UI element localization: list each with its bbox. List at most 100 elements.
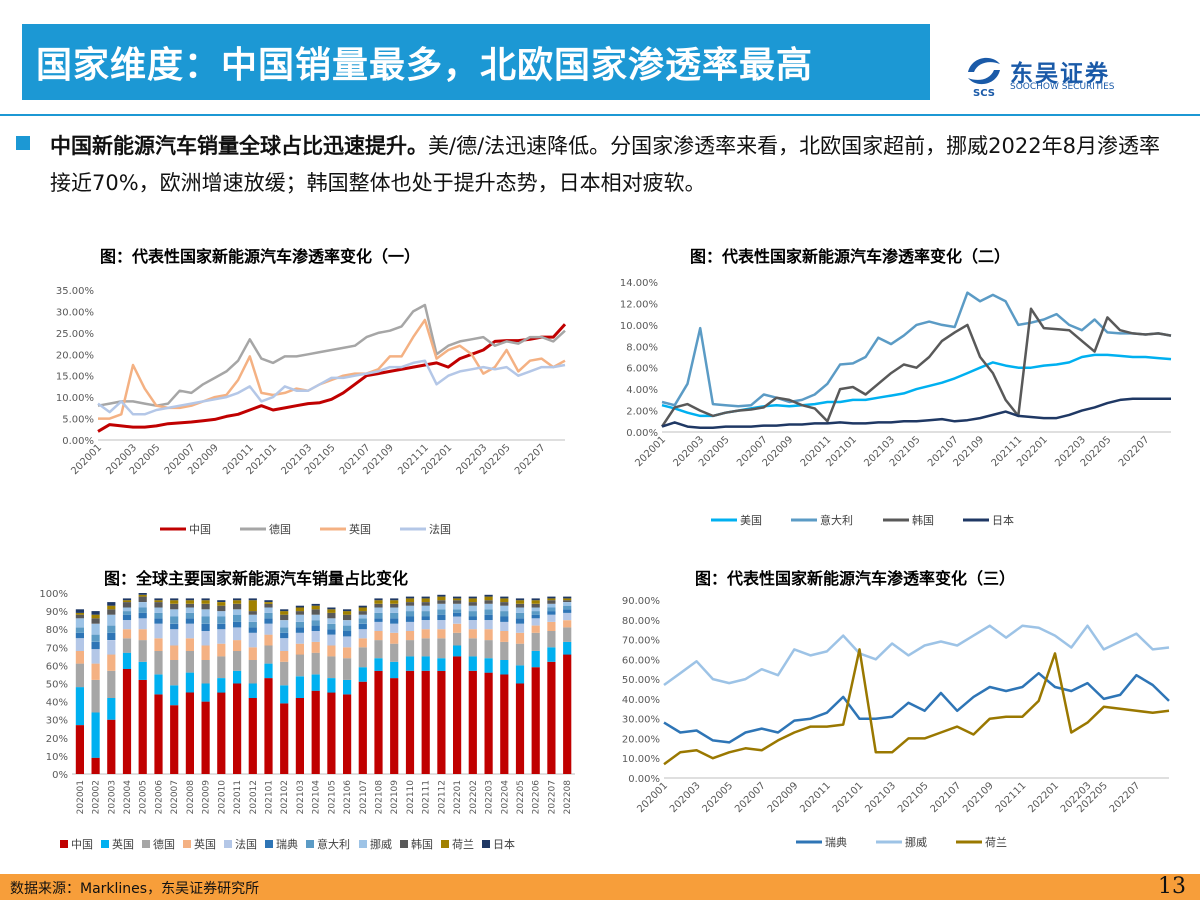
bar-segment-5 xyxy=(311,631,320,642)
bar-segment-10 xyxy=(154,600,163,602)
bar-segment-8 xyxy=(484,603,493,610)
bar-segment-10 xyxy=(563,598,572,601)
bar-segment-6 xyxy=(248,627,257,633)
chart-penetration-3: 0.00% 10.00% 20.00% 30.00% 40.00% 50.00% 60.00… xyxy=(622,596,1170,849)
bar-segment-5 xyxy=(264,623,273,635)
legend-swatch xyxy=(142,840,150,848)
x-tick-label: 202106 xyxy=(343,780,353,815)
logo-icon: SCS xyxy=(968,57,1000,98)
bar-segment-3 xyxy=(563,627,572,642)
bar-segment-3 xyxy=(500,641,509,660)
bar-segment-1 xyxy=(421,670,430,774)
bar-segment-5 xyxy=(547,614,556,622)
y-tick-label: 50.00% xyxy=(622,675,660,686)
bar-segment-11 xyxy=(91,611,100,615)
x-tick-label: 202111 xyxy=(422,780,432,814)
bar-segment-5 xyxy=(280,638,289,651)
bar-segment-7 xyxy=(421,611,430,617)
bar-segment-9 xyxy=(201,603,210,610)
legend-label: 意大利 xyxy=(820,513,853,527)
bar-segment-4 xyxy=(138,629,147,641)
x-tick-label: 202207 xyxy=(1108,780,1143,815)
bar-segment-9 xyxy=(107,609,116,615)
bar-segment-10 xyxy=(185,600,194,604)
bar-segment-10 xyxy=(311,605,320,610)
bar-segment-3 xyxy=(201,660,210,684)
bar-segment-8 xyxy=(405,605,415,612)
bar-segment-11 xyxy=(358,605,367,608)
bar-segment-10 xyxy=(138,594,147,597)
bar-segment-9 xyxy=(91,618,100,624)
x-tick-label: 202207 xyxy=(513,442,548,477)
bar-segment-3 xyxy=(280,661,289,686)
bar-segment-3 xyxy=(295,654,304,677)
bar-segment-3 xyxy=(437,638,446,659)
chart-penetration-2: 0.00% 2.00% 4.00% 6.00% 8.00% 10.00% 12.00% 14.… xyxy=(620,278,1172,527)
bar-segment-4 xyxy=(563,620,572,628)
bar-segment-3 xyxy=(107,670,116,698)
x-tick-label: 202009 xyxy=(766,780,801,815)
bar-segment-6 xyxy=(217,623,226,630)
y-tick-label: 6.00% xyxy=(626,364,658,375)
bar-segment-11 xyxy=(374,598,383,601)
bar-segment-2 xyxy=(233,670,242,684)
bar-segment-8 xyxy=(421,605,430,612)
bar-segment-1 xyxy=(264,678,273,774)
bar-segment-11 xyxy=(500,596,509,599)
bar-segment-10 xyxy=(390,600,399,604)
y-tick-label: 50% xyxy=(46,680,68,691)
bar-segment-7 xyxy=(295,622,304,628)
x-tick-label: 202105 xyxy=(896,780,931,815)
bar-segment-2 xyxy=(311,674,320,691)
bar-segment-11 xyxy=(311,603,320,606)
bar-segment-4 xyxy=(91,663,100,680)
bar-segment-2 xyxy=(500,660,509,675)
bar-segment-8 xyxy=(468,605,477,612)
x-tick-label: 202009 xyxy=(202,780,212,815)
x-tick-label: 202206 xyxy=(532,780,542,815)
bar-segment-1 xyxy=(358,681,367,774)
y-tick-label: 25.00% xyxy=(56,329,94,340)
chart3-title: 图：全球主要国家新能源汽车销量占比变化 xyxy=(104,569,409,588)
page-title: 国家维度：中国销量最多，北欧国家渗透率最高 xyxy=(36,45,814,86)
legend-swatch xyxy=(441,840,449,848)
bar-segment-4 xyxy=(515,632,525,644)
bar-segment-5 xyxy=(563,612,572,621)
bar-segment-3 xyxy=(421,638,430,657)
bar-segment-3 xyxy=(358,647,367,668)
bar-segment-5 xyxy=(421,620,430,630)
x-tick-label: 202105 xyxy=(327,780,337,814)
bar-segment-4 xyxy=(295,643,304,655)
bar-segment-2 xyxy=(327,678,336,693)
bar-segment-8 xyxy=(217,611,226,617)
bar-segment-9 xyxy=(484,600,493,604)
bar-segment-9 xyxy=(515,603,525,608)
y-tick-label: 30.00% xyxy=(56,307,94,318)
x-tick-label: 202107 xyxy=(929,780,964,815)
company-logo: SCS 东吴证券 SOOCHOW SECURITIES xyxy=(962,50,1182,100)
bar-segment-7 xyxy=(185,612,194,619)
bar-segment-6 xyxy=(327,629,336,635)
summary-bold: 中国新能源汽车销量全球占比迅速提升。 xyxy=(50,134,428,158)
bar-segment-4 xyxy=(280,650,289,662)
bar-segment-3 xyxy=(515,643,525,666)
bar-segment-7 xyxy=(264,612,273,619)
bar-segment-9 xyxy=(563,600,572,602)
bar-segment-7 xyxy=(563,605,572,610)
bar-segment-10 xyxy=(248,600,257,612)
bar-segment-1 xyxy=(405,670,415,774)
bar-segment-9 xyxy=(374,603,383,608)
bar-segment-5 xyxy=(170,629,179,646)
bar-segment-1 xyxy=(437,670,446,774)
y-tick-label: 30.00% xyxy=(622,715,660,726)
x-tick-label: 202110 xyxy=(406,780,416,815)
bar-segment-5 xyxy=(484,620,493,630)
bar-segment-2 xyxy=(531,650,540,668)
bar-segment-2 xyxy=(405,656,415,671)
bar-segment-8 xyxy=(390,607,399,613)
bar-segment-9 xyxy=(437,600,446,604)
bar-segment-2 xyxy=(563,641,572,655)
x-tick-label: 202001 xyxy=(69,442,104,477)
bar-segment-4 xyxy=(390,632,399,644)
bar-segment-1 xyxy=(295,698,304,774)
